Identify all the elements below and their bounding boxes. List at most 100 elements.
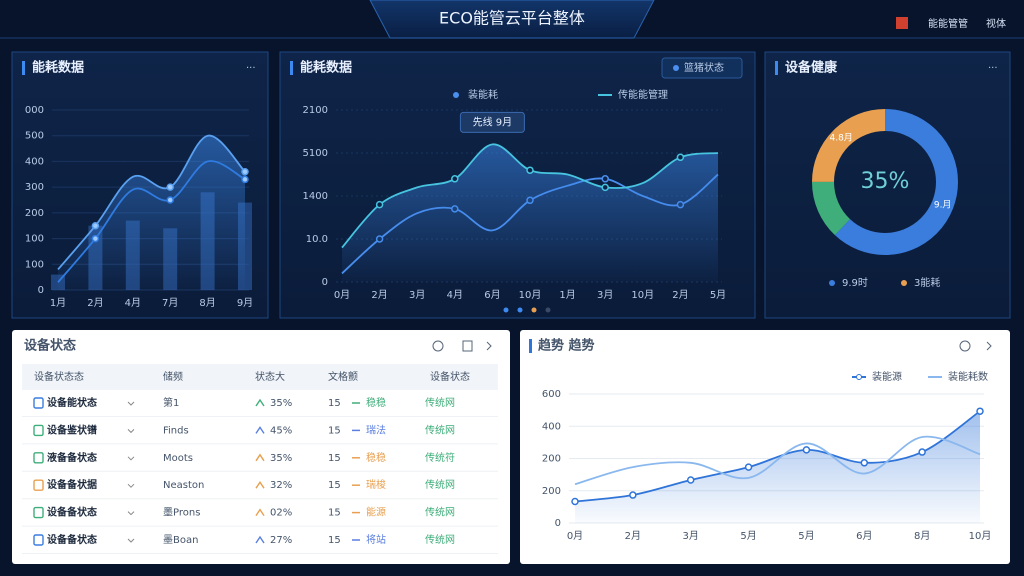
cell: 瑞法 [366,423,386,436]
icon-button[interactable] [432,340,444,352]
cell: 传统网 [425,396,455,409]
x-tick-label: 2月 [625,530,641,542]
y-tick-label: 200 [542,486,561,497]
cell: 设备备状态 [47,533,97,546]
icon-button[interactable] [986,341,992,351]
y-tick-label: 600 [542,389,561,400]
legend-swatch [453,92,459,98]
title-bar [529,339,532,353]
x-tick-label: 4月 [125,297,141,309]
cell: 液备备状态 [47,451,97,464]
legend-label[interactable]: 3能耗 [914,276,940,289]
cell: 墨Prons [163,507,200,519]
header-action[interactable]: 能能管管 [928,17,968,30]
more-button[interactable]: ··· [988,63,998,74]
dropdown [127,429,135,434]
column-header: 设备状态态 [34,370,84,383]
row-icon [33,424,44,437]
cell: 稳稳 [366,451,386,464]
tooltip [459,111,525,133]
y-tick-label: 0 [555,518,561,529]
trend-panel: 趋势 趋势 0 200 200 400 600 0月 2月 3月 5月 5月 6月 8月 10月 装能源 装… [520,330,1010,564]
slice-label: 9.月 [934,199,952,210]
cell: 45% [270,425,292,436]
x-tick-label: 1月 [559,289,575,301]
trend-arrow [255,453,265,462]
panel-title: 趋势 趋势 [538,338,595,354]
panel-title: 设备健康 [785,60,838,76]
point [629,491,637,499]
dropdown [127,538,135,543]
select[interactable] [661,57,743,79]
point [860,459,869,467]
x-tick-label: 5月 [740,530,756,542]
cell: 稳稳 [366,396,386,409]
point [91,234,100,243]
panel [764,51,1011,319]
title-bar [290,61,293,75]
point [241,167,249,176]
panel-title: 能耗数据 [300,60,352,76]
icon-button[interactable] [486,341,492,351]
cell: 15 [328,453,341,464]
cell: 35% [270,453,292,464]
point [571,497,579,506]
legend-label[interactable]: 9.9时 [842,277,868,289]
cell: 能源 [366,506,386,519]
x-tick-label: 1月 [50,297,66,309]
legend-label[interactable]: 装能耗数 [948,370,988,383]
cell: 传统网 [425,423,455,436]
icon-button[interactable] [959,340,971,352]
cell: 第1 [163,396,179,409]
x-tick-label: 2月 [87,297,103,309]
dropdown [127,511,135,516]
select-label[interactable]: 篮猪状态 [684,61,724,74]
legend-label[interactable]: 装能源 [872,370,902,383]
area [58,135,245,290]
x-tick-label: 0月 [567,530,583,542]
cell: 15 [328,398,341,409]
cell: 02% [270,508,292,519]
point [451,175,459,183]
x-tick-label: 8月 [199,297,215,309]
point [744,463,753,471]
donut-slice [812,109,958,255]
x-tick-label: 2月 [672,289,688,301]
point [166,183,174,191]
y-tick-label: 100 [25,259,44,270]
x-tick-label: 9月 [237,297,253,309]
cell: Moots [163,453,193,464]
legend-label[interactable]: 传能能管理 [618,88,668,101]
x-tick-label: 3月 [683,530,699,542]
header-icon[interactable] [896,17,908,29]
cell: 15 [328,535,341,546]
x-tick-label: 5月 [798,530,814,542]
pager-dot[interactable] [531,307,537,313]
point [601,175,609,183]
pager-dot[interactable] [503,307,509,313]
point [676,153,685,162]
y-tick-label: 10.0 [306,234,328,245]
y-tick-label: 200 [542,454,561,465]
legend-label[interactable]: 装能耗 [468,88,498,101]
panel-title: 设备状态 [24,338,76,354]
pager-dot[interactable] [517,307,523,313]
cell: 墨Boan [163,534,198,546]
icon-button[interactable] [462,340,473,352]
area [575,411,980,523]
page-title: ECO能管云平台整体 [439,9,585,28]
x-tick-label: 6月 [856,530,872,542]
point [802,446,811,454]
point [976,407,984,415]
row-icon [33,397,44,409]
x-tick-label: 10月 [519,289,542,301]
pager-dot[interactable] [545,307,551,313]
title-bar [775,61,778,75]
more-button[interactable]: ··· [246,63,256,74]
header-action[interactable]: 视体 [986,17,1006,30]
x-tick-label: 2月 [371,289,387,301]
cell: 传统网 [425,533,455,546]
select-dot [673,65,679,71]
cell: Finds [163,425,189,436]
